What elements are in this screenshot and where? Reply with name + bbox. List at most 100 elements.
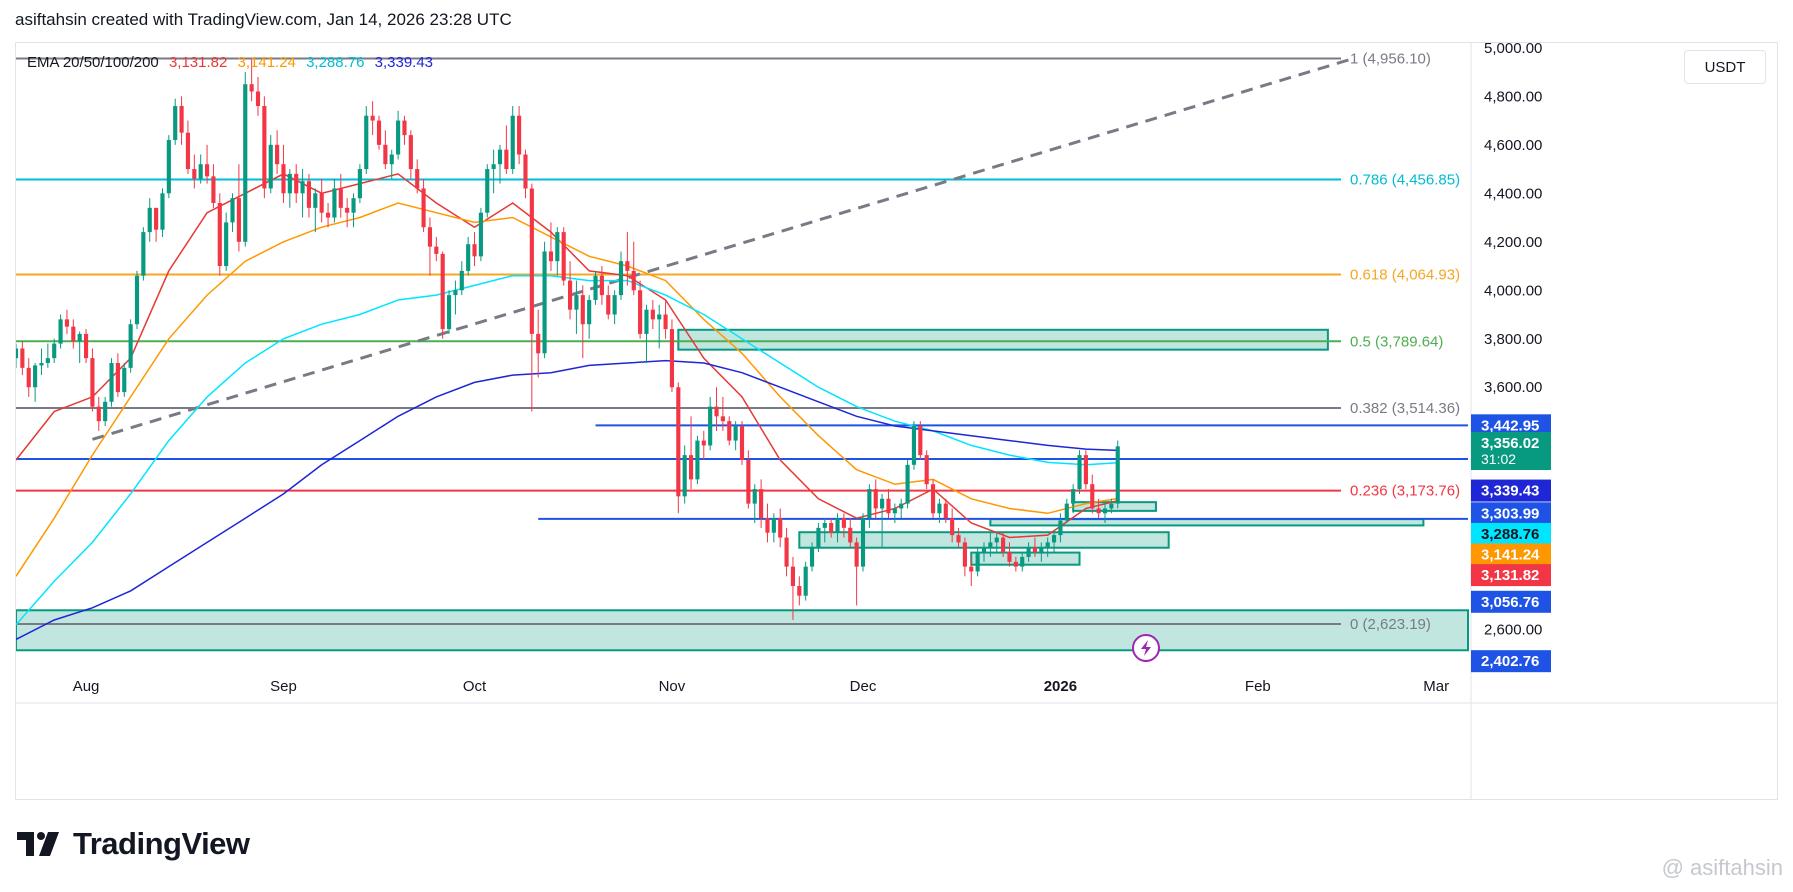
candle-body xyxy=(122,367,127,393)
candlestick xyxy=(835,513,840,543)
candle-body xyxy=(345,207,350,213)
candlestick xyxy=(504,125,509,174)
candle-body xyxy=(33,365,38,388)
candle-body xyxy=(567,280,573,310)
candle-body xyxy=(517,115,522,155)
candle-body xyxy=(867,489,872,519)
candlestick xyxy=(109,358,114,407)
candlestick xyxy=(880,493,885,548)
candlestick xyxy=(134,270,140,330)
candle-body xyxy=(453,290,458,296)
candlestick xyxy=(593,270,598,305)
candlestick xyxy=(128,319,133,373)
ema-20-line xyxy=(16,173,1118,539)
candlestick xyxy=(727,416,732,446)
candlestick xyxy=(77,331,82,363)
candle-body xyxy=(816,527,821,548)
candle-body xyxy=(275,144,280,165)
price-badge-text: 3,339.43 xyxy=(1481,483,1539,500)
price-chart[interactable]: 1 (4,956.10) 0.786 (4,456.85) 0.618 (4,064… xyxy=(16,43,1777,799)
candlestick xyxy=(466,236,471,276)
candle-body xyxy=(39,363,44,366)
time-tick-label: 2026 xyxy=(1044,678,1077,695)
price-badge: 2,402.76 xyxy=(1471,650,1551,673)
candle-body xyxy=(166,139,171,194)
candle-body xyxy=(688,455,694,480)
ema-50-line xyxy=(16,202,1118,577)
candle-body xyxy=(198,164,203,179)
candle-body xyxy=(64,319,70,327)
candle-body xyxy=(759,489,764,519)
candlestick xyxy=(708,396,713,451)
candlestick xyxy=(58,314,63,349)
candlestick xyxy=(746,450,751,509)
price-tick-label: 3,800.00 xyxy=(1484,331,1542,348)
candlestick xyxy=(599,266,604,305)
candlestick xyxy=(790,556,796,620)
candle-body xyxy=(650,309,655,320)
candle-body xyxy=(612,295,617,315)
price-badge: 3,303.99 xyxy=(1471,502,1551,525)
candlestick xyxy=(338,173,343,218)
candle-body xyxy=(911,426,917,465)
candlestick xyxy=(166,135,171,199)
candlestick xyxy=(300,169,305,218)
price-tick-label: 4,800.00 xyxy=(1484,88,1542,105)
candlestick xyxy=(103,396,108,427)
candlestick xyxy=(638,280,643,339)
price-badge-text: 3,442.95 xyxy=(1481,417,1539,434)
candlestick xyxy=(52,338,57,363)
candle-body xyxy=(860,518,866,567)
candle-body xyxy=(134,275,140,325)
candlestick xyxy=(784,527,789,577)
candle-body xyxy=(822,523,827,528)
candlestick xyxy=(778,508,783,548)
candle-body xyxy=(236,198,241,242)
tradingview-brand[interactable]: TradingView xyxy=(17,826,250,862)
candlestick xyxy=(930,479,936,519)
candlestick xyxy=(905,459,910,509)
candle-body xyxy=(90,358,95,407)
price-badge: 3,056.76 xyxy=(1471,590,1551,613)
candle-body xyxy=(1051,535,1057,543)
candle-body xyxy=(593,275,598,300)
candlestick xyxy=(548,222,554,271)
candle-body xyxy=(204,164,210,177)
candle-body xyxy=(154,207,159,230)
candlestick xyxy=(695,435,700,485)
support-resistance-zone xyxy=(16,609,1469,652)
price-badge-bg xyxy=(1471,543,1551,566)
candle-body xyxy=(784,537,789,567)
time-tick-label: Aug xyxy=(73,678,100,695)
candle-body xyxy=(313,193,318,208)
candlestick xyxy=(542,241,547,359)
time-tick-label: Dec xyxy=(850,678,877,695)
candle-body xyxy=(580,295,585,325)
price-badge-text: 3,288.76 xyxy=(1481,526,1539,543)
candlestick xyxy=(962,537,967,577)
candle-body xyxy=(491,164,496,170)
candle-body xyxy=(357,169,362,199)
candle-body xyxy=(440,253,445,330)
candle-body xyxy=(402,120,407,136)
candlestick xyxy=(20,341,25,376)
candlestick xyxy=(249,57,254,102)
candle-body xyxy=(905,464,910,504)
candlestick xyxy=(567,261,573,320)
candlestick xyxy=(402,115,407,145)
candle-body xyxy=(446,295,452,330)
currency-selector[interactable]: USDT xyxy=(1684,50,1766,84)
candlestick xyxy=(950,508,955,543)
candle-body xyxy=(561,232,566,281)
candlestick xyxy=(141,227,146,281)
price-badge-bg xyxy=(1471,590,1551,613)
candle-body xyxy=(1096,508,1101,514)
candle-body xyxy=(899,503,904,509)
candlestick xyxy=(415,159,420,194)
candlestick xyxy=(287,169,292,208)
price-badge: 3,131.82 xyxy=(1471,564,1551,587)
time-tick-label: Feb xyxy=(1245,678,1271,695)
candle-body xyxy=(752,489,757,504)
candle-body xyxy=(96,406,101,422)
candle-body xyxy=(994,537,999,543)
